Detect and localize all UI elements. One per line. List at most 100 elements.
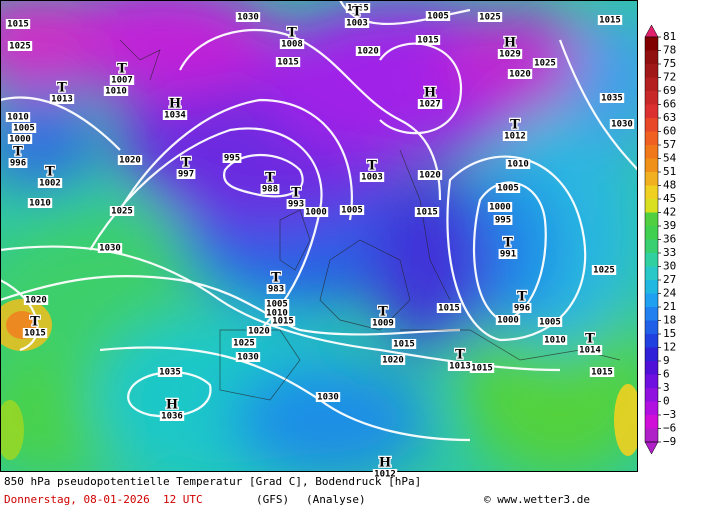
label-bg [344, 18, 370, 28]
isobar-label: 1005 [13, 124, 35, 134]
colorbar-cap [644, 441, 659, 455]
center-symbol: T [30, 315, 40, 330]
colorbar-swatch [645, 104, 658, 118]
isobar-label: 1003 [361, 173, 383, 183]
colorbar-label: 24 [663, 287, 677, 300]
colorbar-label: 9 [663, 354, 670, 367]
label-bg [425, 11, 451, 21]
label-bg [497, 49, 523, 59]
label-bg [597, 15, 623, 25]
label-bg [315, 392, 341, 402]
isobar-label: 1000 [305, 208, 327, 218]
label-bg [436, 303, 462, 313]
isobar-label: 1030 [317, 393, 339, 403]
label-bg [417, 99, 443, 109]
label-bg [270, 316, 296, 326]
colorbar-swatch [645, 428, 658, 442]
colorbar-swatch [645, 307, 658, 321]
label-bg [487, 202, 513, 212]
isobar-label: 1010 [29, 199, 51, 209]
isobar-label: 1015 [417, 36, 439, 46]
colorbar-label: 0 [663, 395, 670, 408]
center-symbol: T [265, 171, 275, 186]
isobar-label: 1034 [164, 111, 186, 121]
colorbar-label: 66 [663, 98, 676, 111]
label-bg [370, 318, 396, 328]
colorbar-label: 3 [663, 381, 670, 394]
label-bg [235, 12, 261, 22]
label-bg [542, 335, 568, 345]
isobar-label: 1005 [347, 4, 369, 14]
colorbar-label: 36 [663, 233, 676, 246]
label-bg [235, 352, 261, 362]
isobar-label: 996 [10, 159, 26, 169]
colorbar-swatch [645, 118, 658, 132]
isobar-label: 1007 [111, 76, 133, 86]
center-symbol: H [504, 36, 516, 51]
label-bg [266, 284, 286, 294]
label-bg [109, 206, 135, 216]
isobar-label: 1020 [382, 356, 404, 366]
colorbar-swatch [645, 199, 658, 213]
center-symbol: T [13, 145, 23, 160]
colorbar-swatch [645, 320, 658, 334]
center-symbol: T [378, 305, 388, 320]
center-symbol: T [367, 159, 377, 174]
isobar-label: 1025 [479, 13, 501, 23]
colorbar-label: 30 [663, 260, 676, 273]
label-bg [5, 19, 31, 29]
label-bg [260, 184, 280, 194]
colorbar-label: −9 [663, 435, 676, 448]
center-symbol: H [379, 456, 391, 471]
isobar-label: 1012 [504, 132, 526, 142]
center-symbol: T [352, 5, 362, 20]
label-bg [498, 249, 518, 259]
label-bg [577, 345, 603, 355]
center-symbol: T [271, 271, 281, 286]
isobar-label: 1005 [266, 300, 288, 310]
label-bg [414, 207, 440, 217]
label-bg [27, 198, 53, 208]
label-bg [5, 112, 31, 122]
isobar-label: 1010 [266, 309, 288, 319]
isobar-label: 1015 [24, 329, 46, 339]
isobar-label: 1005 [427, 12, 449, 22]
colorbar-swatch [645, 401, 658, 415]
label-bg [447, 361, 473, 371]
isobar-label: 1035 [601, 94, 623, 104]
colorbar-label: 51 [663, 165, 676, 178]
colorbar-label: −3 [663, 408, 676, 421]
colorbar-swatch [645, 64, 658, 78]
label-bg [176, 169, 196, 179]
colorbar-swatch [645, 266, 658, 280]
colorbar-swatch [645, 374, 658, 388]
label-bg [507, 69, 533, 79]
label-bg [391, 339, 417, 349]
colorbar-label: 42 [663, 206, 676, 219]
center-symbol: T [45, 165, 55, 180]
isobar-label: 1015 [471, 364, 493, 374]
label-bg [37, 178, 63, 188]
isobar-label: 1015 [416, 208, 438, 218]
label-bg [49, 94, 75, 104]
colorbar-swatch [645, 158, 658, 172]
label-bg [109, 75, 135, 85]
map-frame [0, 0, 638, 472]
isobar-label: 1010 [507, 160, 529, 170]
label-bg [599, 93, 625, 103]
colorbar-swatch [645, 226, 658, 240]
center-symbol: T [510, 118, 520, 133]
isobar-label: 1013 [51, 95, 73, 105]
label-bg [231, 338, 257, 348]
isobar-label: 1005 [497, 184, 519, 194]
isobar-label: 1015 [272, 317, 294, 327]
center-symbol: T [287, 26, 297, 41]
colorbar-swatch [645, 50, 658, 64]
colorbar: 8178757269666360575451484542393633302724… [644, 24, 677, 455]
isobar-label: 1015 [393, 340, 415, 350]
isobar-label: 1010 [7, 113, 29, 123]
label-bg [97, 243, 123, 253]
isobar-label: 1020 [248, 327, 270, 337]
